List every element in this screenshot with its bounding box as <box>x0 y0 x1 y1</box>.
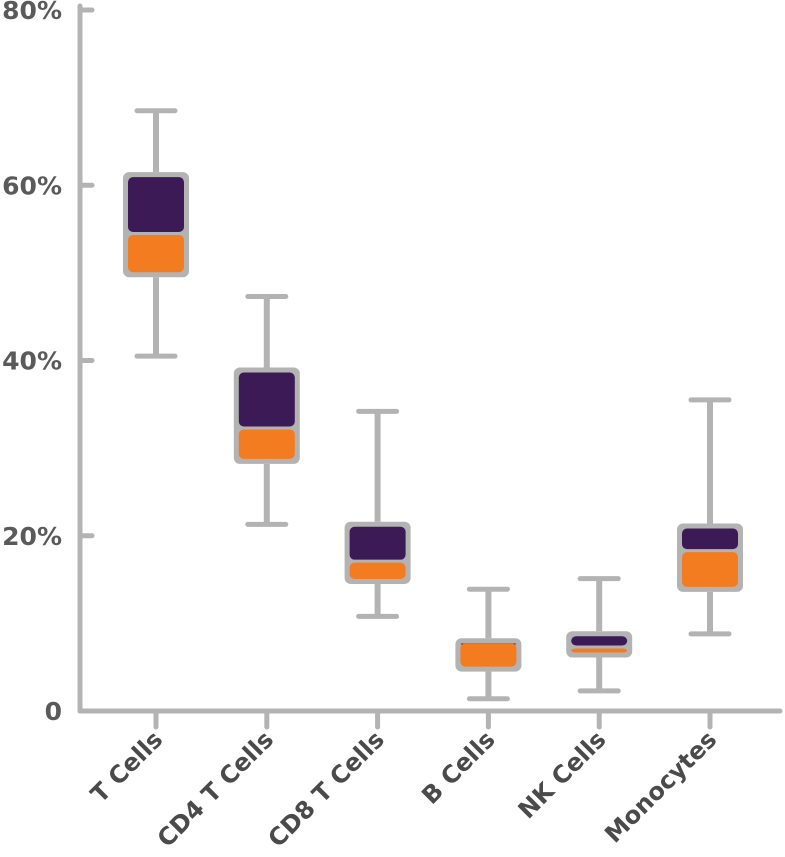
y-tick-label: 80% <box>2 0 62 25</box>
upper-quartile-fill <box>238 372 295 427</box>
lower-quartile-fill <box>238 429 295 459</box>
box-5 <box>566 576 633 730</box>
x-category-label: Monocytes <box>599 725 722 848</box>
box-2 <box>233 294 300 730</box>
box-plots <box>123 108 743 730</box>
y-tick-label: 60% <box>2 171 62 200</box>
upper-quartile-fill <box>571 636 628 646</box>
upper-quartile-fill <box>349 526 406 560</box>
box-3 <box>344 408 411 730</box>
y-tick-label: 20% <box>2 522 62 551</box>
upper-quartile-fill <box>682 528 738 550</box>
lower-quartile-fill <box>571 648 628 653</box>
lower-quartile-fill <box>349 562 406 579</box>
x-category-label: T Cells <box>85 725 168 808</box>
x-category-label: CD8 T Cells <box>263 725 390 852</box>
box-6 <box>677 397 743 730</box>
y-tick-label: 0 <box>45 697 62 726</box>
box-4 <box>455 586 522 730</box>
lower-quartile-fill <box>460 643 517 667</box>
x-category-label: NK Cells <box>513 725 612 824</box>
x-category-label: CD4 T Cells <box>152 725 279 852</box>
lower-quartile-fill <box>682 552 738 587</box>
y-axis-ticks: 0 20% 40% 60% 80% <box>2 0 95 726</box>
box-1 <box>123 108 189 730</box>
upper-quartile-fill <box>128 177 184 232</box>
y-tick-label: 40% <box>2 347 62 376</box>
axes <box>77 3 783 714</box>
x-category-label: B Cells <box>416 725 500 809</box>
lower-quartile-fill <box>128 234 184 273</box>
